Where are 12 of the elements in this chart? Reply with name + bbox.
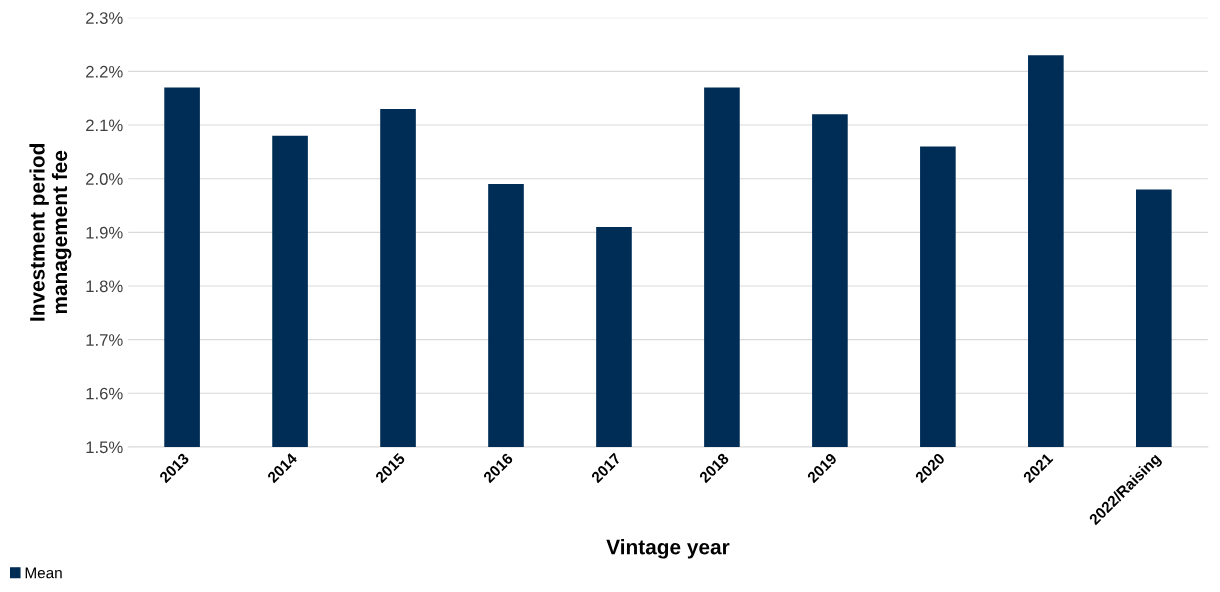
x-axis-title: Vintage year xyxy=(606,539,730,559)
legend-label: Mean xyxy=(25,567,62,579)
y-tick-label: 1.6% xyxy=(86,387,123,400)
y-tick-label: 2.2% xyxy=(86,65,123,78)
y-axis-title: Investment period management fee xyxy=(29,144,72,321)
y-tick-label: 2.3% xyxy=(86,12,123,24)
y-tick-label: 2.0% xyxy=(86,173,123,185)
y-tick-label: 1.8% xyxy=(86,280,123,293)
y-tick-label: 2.1% xyxy=(86,119,123,132)
y-tick-label: 1.9% xyxy=(86,226,123,239)
y-tick-label: 1.7% xyxy=(86,334,123,346)
y-tick-label: 1.5% xyxy=(86,441,123,454)
